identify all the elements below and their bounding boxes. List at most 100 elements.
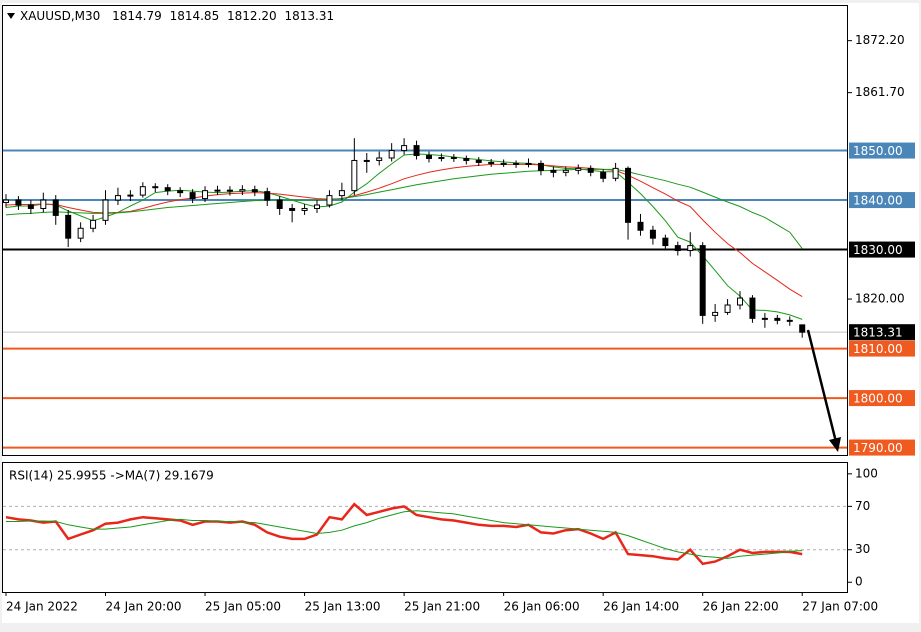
candle-body bbox=[575, 167, 582, 171]
rsi-panel-frame bbox=[2, 462, 848, 593]
price-header: XAUUSD,M30 1814.79 1814.85 1812.20 1813.… bbox=[20, 9, 334, 23]
candle-body bbox=[662, 237, 669, 247]
candle-body bbox=[264, 191, 271, 201]
candle-body bbox=[164, 187, 171, 192]
candle-body bbox=[600, 171, 607, 179]
candle-body bbox=[699, 245, 706, 316]
candle-body bbox=[687, 245, 694, 252]
rsi-header: RSI(14) 25.9955 ->MA(7) 29.1679 bbox=[9, 469, 214, 483]
level-label-box bbox=[849, 192, 915, 209]
candle-body bbox=[52, 199, 59, 216]
level-label-box bbox=[849, 241, 915, 258]
candle-body bbox=[749, 297, 756, 319]
candle-body bbox=[401, 145, 408, 152]
candle-body bbox=[525, 162, 532, 165]
candle-body bbox=[114, 195, 121, 201]
x-tick-label: 25 Jan 13:00 bbox=[305, 600, 381, 614]
candle-body bbox=[351, 159, 358, 192]
level-label: 1790.00 bbox=[853, 441, 903, 455]
candle-body bbox=[251, 189, 258, 193]
candle-body bbox=[338, 190, 345, 197]
candle-body bbox=[202, 190, 209, 200]
y-tick-label: 30 bbox=[855, 542, 870, 556]
candle-body bbox=[625, 167, 632, 223]
x-tick-label: 25 Jan 05:00 bbox=[205, 600, 281, 614]
candle-body bbox=[475, 159, 482, 163]
candle-body bbox=[537, 162, 544, 171]
current-price-label: 1813.31 bbox=[853, 326, 903, 340]
candle-body bbox=[450, 156, 457, 159]
candle-body bbox=[214, 189, 221, 192]
candle-body bbox=[761, 317, 768, 320]
candle-body bbox=[289, 207, 296, 211]
candle-body bbox=[388, 150, 395, 159]
candle-body bbox=[488, 161, 495, 164]
candle-body bbox=[737, 297, 744, 306]
candle-body bbox=[139, 186, 146, 196]
x-tick-label: 24 Jan 20:00 bbox=[106, 600, 182, 614]
candle-body bbox=[413, 145, 420, 157]
y-tick-label: 1861.70 bbox=[855, 85, 905, 99]
x-tick-label: 25 Jan 21:00 bbox=[404, 600, 480, 614]
candle-body bbox=[463, 157, 470, 161]
candle-body bbox=[40, 199, 47, 209]
series-line bbox=[5, 153, 803, 320]
x-tick-label: 26 Jan 14:00 bbox=[603, 600, 679, 614]
candle-body bbox=[425, 155, 432, 159]
y-tick-label: 1820.00 bbox=[855, 292, 905, 306]
ohlc-low: 1812.20 bbox=[227, 9, 277, 23]
y-tick-label: 100 bbox=[855, 466, 878, 480]
x-tick-label: 26 Jan 22:00 bbox=[703, 600, 779, 614]
candle-body bbox=[2, 199, 9, 204]
level-label: 1810.00 bbox=[853, 342, 903, 356]
candle-body bbox=[550, 169, 557, 173]
symbol-menu-arrow[interactable] bbox=[7, 13, 15, 19]
candle-body bbox=[649, 229, 656, 239]
candle-body bbox=[500, 162, 507, 165]
candle-body bbox=[65, 214, 72, 239]
candle-body bbox=[712, 311, 719, 316]
candle-body bbox=[127, 194, 134, 197]
candle-body bbox=[301, 207, 308, 211]
trend-arrow-head bbox=[829, 437, 841, 452]
candle-body bbox=[152, 186, 159, 189]
candle-body bbox=[27, 204, 34, 209]
candle-body bbox=[612, 167, 619, 179]
current-price-box bbox=[849, 324, 915, 341]
level-label: 1840.00 bbox=[853, 194, 903, 208]
candle-body bbox=[276, 199, 283, 209]
candle-body bbox=[177, 190, 184, 194]
level-label-box bbox=[849, 439, 915, 456]
level-label-box bbox=[849, 390, 915, 407]
candle-body bbox=[15, 199, 22, 206]
series-line bbox=[5, 168, 803, 249]
candle-body bbox=[363, 159, 370, 162]
x-tick-label: 27 Jan 07:00 bbox=[802, 600, 878, 614]
series-line bbox=[5, 502, 803, 566]
candle-body bbox=[513, 162, 520, 165]
y-tick-label: 70 bbox=[855, 499, 870, 513]
ohlc-close: 1813.31 bbox=[284, 9, 334, 23]
level-label: 1800.00 bbox=[853, 392, 903, 406]
level-label: 1850.00 bbox=[853, 144, 903, 158]
x-tick-label: 26 Jan 06:00 bbox=[504, 600, 580, 614]
y-tick-label: 0 bbox=[855, 575, 863, 589]
level-label-box bbox=[849, 142, 915, 159]
candle-body bbox=[799, 324, 806, 333]
level-label: 1830.00 bbox=[853, 243, 903, 257]
candle-body bbox=[587, 167, 594, 173]
chart-background bbox=[2, 3, 919, 623]
price-panel-frame bbox=[2, 5, 848, 456]
candle-body bbox=[226, 189, 233, 192]
candle-body bbox=[674, 245, 681, 252]
candle-body bbox=[562, 169, 569, 173]
trend-arrow bbox=[806, 329, 838, 443]
symbol: XAUUSD,M30 bbox=[20, 9, 100, 23]
candle-body bbox=[102, 199, 109, 221]
candle-body bbox=[786, 319, 793, 322]
candle-body bbox=[77, 227, 84, 239]
candle-body bbox=[314, 204, 321, 209]
candle-body bbox=[637, 221, 644, 231]
series-line bbox=[5, 163, 803, 298]
